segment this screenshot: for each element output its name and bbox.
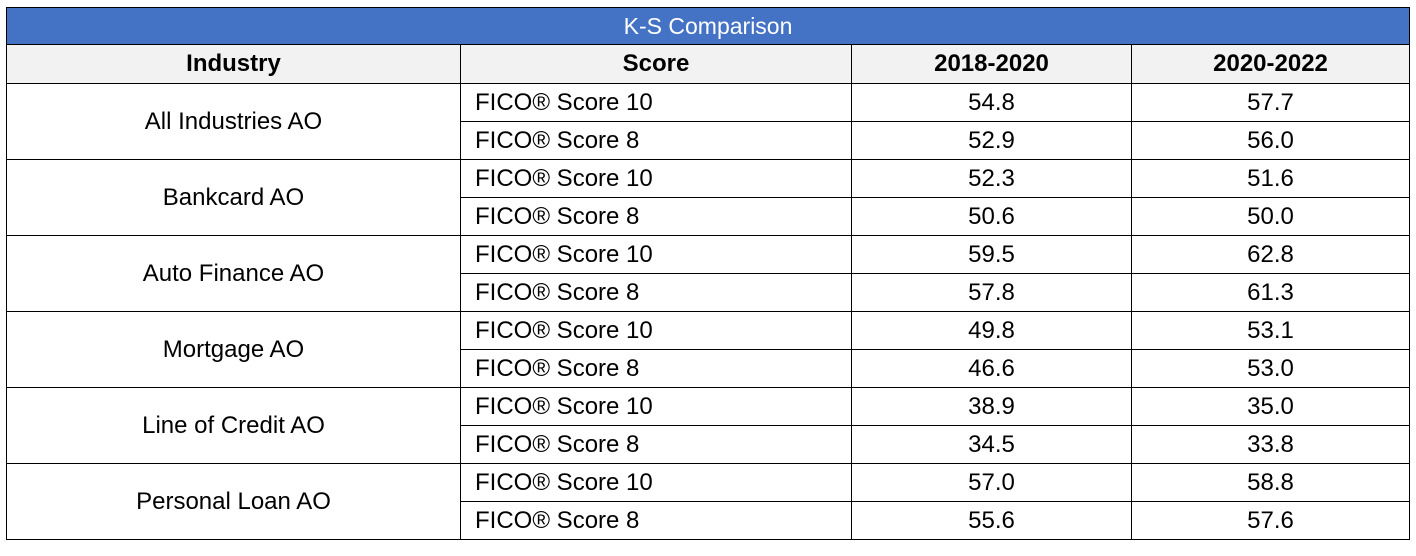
ks-comparison-table: K-S Comparison Industry Score 2018-2020 … [5,7,1411,540]
header-2020-2022: 2020-2022 [1130,44,1411,84]
score-name-cell: FICO® Score 8 [460,349,852,388]
score-name-cell: FICO® Score 8 [460,501,852,540]
header-score: Score [460,44,852,84]
table-row: Mortgage AO FICO® Score 10 49.8 53.1 [6,311,1411,388]
industry-cell: Line of Credit AO [6,387,461,464]
value-2018-2020-cell: 49.8 [851,311,1132,350]
score-name-cell: FICO® Score 10 [460,83,852,122]
value-2018-2020-cell: 50.6 [851,197,1132,236]
value-2018-2020-cell: 52.3 [851,159,1132,198]
value-2018-2020-cell: 59.5 [851,235,1132,274]
value-2018-2020-cell: 38.9 [851,387,1132,426]
value-2018-2020-cell: 34.5 [851,425,1132,464]
score-name-cell: FICO® Score 10 [460,159,852,198]
value-2020-2022-cell: 50.0 [1130,197,1411,236]
table-row: FICO® Score 8 46.6 53.0 [7,349,1411,388]
value-2020-2022-cell: 51.6 [1130,159,1411,198]
score-name-cell: FICO® Score 8 [460,121,852,160]
score-name-cell: FICO® Score 8 [460,273,852,312]
score-name-cell: FICO® Score 10 [460,463,852,502]
table-row: Personal Loan AO FICO® Score 10 57.0 58.8 [6,463,1411,540]
table-row: FICO® Score 8 52.9 56.0 [7,121,1411,160]
table-title: K-S Comparison [5,7,1411,45]
value-2020-2022-cell: 35.0 [1130,387,1411,426]
header-2018-2020: 2018-2020 [851,44,1132,84]
table-row: All Industries AO FICO® Score 10 54.8 57.7 [6,83,1411,160]
header-row: Industry Score 2018-2020 2020-2022 [6,44,1411,84]
value-2018-2020-cell: 52.9 [851,121,1132,160]
industry-cell: Personal Loan AO [6,463,461,540]
value-2018-2020-cell: 57.8 [851,273,1132,312]
value-2020-2022-cell: 56.0 [1130,121,1411,160]
value-2020-2022-cell: 33.8 [1130,425,1411,464]
score-name-cell: FICO® Score 10 [460,235,852,274]
table-row: FICO® Score 8 34.5 33.8 [7,425,1411,464]
table-row: Auto Finance AO FICO® Score 10 59.5 62.8 [6,235,1411,312]
industry-cell: Bankcard AO [6,159,461,236]
value-2020-2022-cell: 53.1 [1130,311,1411,350]
table-row: FICO® Score 8 55.6 57.6 [7,501,1411,540]
value-2020-2022-cell: 57.7 [1130,83,1411,122]
value-2018-2020-cell: 46.6 [851,349,1132,388]
table-row: Line of Credit AO FICO® Score 10 38.9 35.0 [6,387,1411,464]
value-2018-2020-cell: 57.0 [851,463,1132,502]
score-name-cell: FICO® Score 8 [460,425,852,464]
value-2020-2022-cell: 62.8 [1130,235,1411,274]
table-row: Bankcard AO FICO® Score 10 52.3 51.6 [6,159,1411,236]
header-industry: Industry [6,44,461,84]
value-2020-2022-cell: 53.0 [1130,349,1411,388]
industry-cell: All Industries AO [6,83,461,160]
industry-cell: Auto Finance AO [6,235,461,312]
value-2020-2022-cell: 58.8 [1130,463,1411,502]
value-2020-2022-cell: 57.6 [1130,501,1411,540]
ks-comparison-table-wrapper: K-S Comparison Industry Score 2018-2020 … [5,7,1411,540]
table-body: All Industries AO FICO® Score 10 54.8 57.7 F… [6,83,1411,540]
value-2020-2022-cell: 61.3 [1130,273,1411,312]
score-name-cell: FICO® Score 8 [460,197,852,236]
industry-cell: Mortgage AO [6,311,461,388]
value-2018-2020-cell: 55.6 [851,501,1132,540]
score-name-cell: FICO® Score 10 [460,311,852,350]
score-name-cell: FICO® Score 10 [460,387,852,426]
value-2018-2020-cell: 54.8 [851,83,1132,122]
